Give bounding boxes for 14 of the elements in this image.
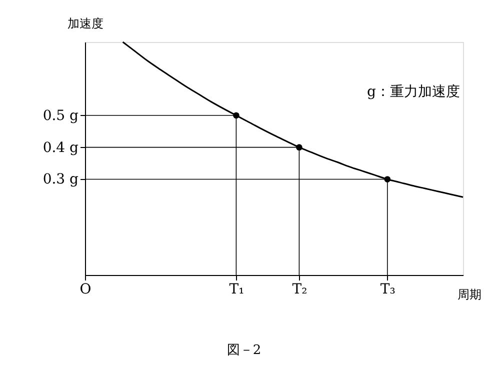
x-tick-label: T₃: [380, 282, 396, 298]
text: 図－2: [226, 343, 262, 358]
x-axis-title: 周期: [458, 288, 482, 302]
y-tick-label: 0.3 g: [42, 172, 79, 188]
y-tick-label: 0.4 g: [42, 140, 79, 156]
x-tick-label: T₂: [292, 282, 308, 298]
point: [296, 144, 302, 150]
x-tick-label: T₁: [229, 282, 244, 298]
point: [233, 112, 240, 119]
x-tick-label: O: [80, 282, 92, 298]
point: [384, 176, 391, 182]
y-tick-label: 0.5 g: [42, 108, 79, 124]
annotation: g：重力加速度: [367, 84, 460, 100]
y-axis-title: 加速度: [68, 16, 104, 30]
